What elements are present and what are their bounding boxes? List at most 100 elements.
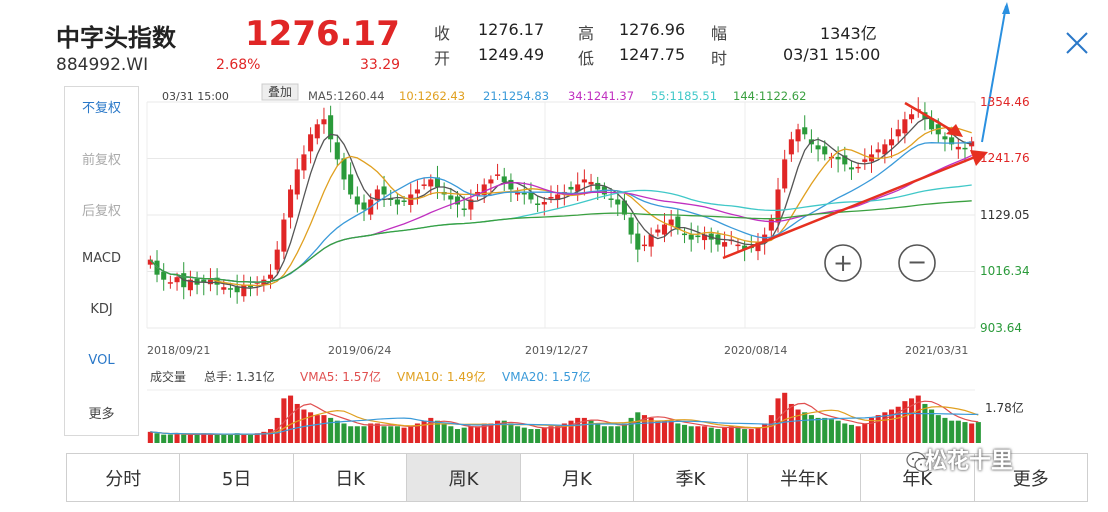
chart-timestamp: 03/31 15:00	[162, 90, 229, 103]
candle-body	[955, 146, 961, 150]
volume-bar	[969, 423, 975, 443]
volume-bar	[555, 426, 561, 443]
volume-bar	[661, 420, 668, 443]
tab-yearly-k[interactable]: 年K	[861, 454, 975, 501]
volume-max-label: 1.78亿	[985, 400, 1024, 415]
zoom-out-button[interactable]: −	[898, 244, 936, 282]
volume-bar	[795, 409, 801, 443]
chart-grid	[146, 101, 976, 329]
candle-body	[535, 203, 541, 205]
volume-legend-item: 成交量	[150, 369, 186, 384]
change-value: 33.29	[360, 57, 401, 73]
candle-body	[875, 149, 881, 153]
candle-body	[234, 286, 240, 293]
volume-bar	[528, 429, 534, 443]
candle-body	[308, 134, 314, 152]
candle-body	[528, 191, 534, 200]
candle-body	[301, 154, 307, 171]
volume-bar	[935, 415, 941, 443]
quote-label-amount: 幅	[711, 24, 728, 43]
candle-body	[288, 189, 294, 218]
volume-bar	[214, 434, 220, 443]
volume-bar	[561, 423, 567, 443]
tab-monthly-k[interactable]: 月K	[521, 454, 635, 501]
ma-legend-item: 144:1122.62	[733, 89, 806, 103]
candle-body	[635, 233, 641, 250]
candle-body	[782, 159, 788, 189]
ma-legend-item: 55:1185.51	[651, 89, 717, 103]
candle-body	[962, 147, 968, 150]
side-item-backward-adjust[interactable]: 后复权	[81, 204, 121, 219]
candle-body	[167, 282, 173, 284]
candle-body	[521, 192, 527, 195]
candlesticks	[147, 97, 975, 304]
tab-daily-k[interactable]: 日K	[294, 454, 408, 501]
volume-bar	[848, 424, 855, 443]
tab-5day[interactable]: 5日	[180, 454, 294, 501]
downtrend-arrowhead-icon	[946, 124, 963, 137]
volume-bar	[267, 429, 274, 443]
side-item-more[interactable]: 更多	[88, 407, 115, 422]
tab-more[interactable]: 更多	[1012, 468, 1049, 490]
close-icon[interactable]	[1064, 30, 1090, 56]
volume-bar	[882, 412, 888, 443]
candle-body	[621, 200, 627, 215]
index-code: 884992.WI	[56, 55, 149, 75]
zoom-in-button[interactable]: +	[824, 244, 862, 282]
volume-bar	[868, 417, 875, 443]
candle-body	[495, 174, 501, 176]
volume-bar	[641, 415, 648, 443]
volume-bar	[628, 417, 634, 443]
side-item-forward-adjust[interactable]: 前复权	[81, 153, 121, 168]
tab-halfyear-k[interactable]: 半年K	[748, 454, 862, 501]
candle-body	[147, 259, 153, 265]
candle-body	[401, 200, 407, 202]
quote-value-amount: 1343亿	[820, 24, 877, 43]
volume-bar	[835, 420, 841, 443]
tab-intraday[interactable]: 分时	[67, 454, 181, 501]
ma-legend-item: MA5:1260.44	[308, 89, 385, 103]
volume-bar	[401, 427, 407, 443]
volume-bar	[388, 426, 394, 443]
volume-bar	[454, 429, 461, 443]
volume-bar	[535, 429, 541, 443]
candle-body	[835, 156, 841, 160]
volume-bar	[962, 422, 968, 443]
candle-body	[615, 199, 621, 205]
volume-bar	[768, 415, 774, 443]
candle-body	[628, 217, 634, 235]
side-item-no-adjust[interactable]: 不复权	[81, 101, 121, 116]
candle-body	[888, 139, 895, 146]
side-item-vol[interactable]: VOL	[88, 353, 115, 368]
candle-body	[434, 177, 441, 187]
tab-quarterly-k[interactable]: 季K	[634, 454, 748, 501]
candle-body	[675, 216, 681, 230]
volume-bar	[588, 420, 594, 443]
volume-bar	[501, 420, 507, 443]
candle-body	[661, 224, 668, 235]
candle-body	[488, 179, 494, 184]
candle-body	[428, 179, 434, 187]
candle-body	[348, 174, 354, 195]
current-price: 1276.17	[245, 14, 400, 54]
volume-bar	[702, 426, 708, 443]
side-item-macd[interactable]: MACD	[82, 251, 121, 266]
volume-bar	[715, 429, 721, 443]
zoom-out-icon: −	[907, 248, 927, 276]
volume-bars	[147, 392, 981, 443]
volume-bar	[261, 431, 267, 443]
side-item-kdj[interactable]: KDJ	[90, 302, 113, 317]
volume-bar	[828, 419, 834, 443]
volume-bar	[221, 434, 227, 443]
candle-body	[802, 127, 808, 135]
candle-body	[388, 198, 394, 200]
volume-bar	[207, 434, 213, 443]
candle-body	[862, 159, 868, 162]
volume-bar	[782, 392, 788, 443]
candle-body	[421, 184, 427, 186]
tab-weekly-k[interactable]: 周K	[407, 454, 521, 501]
candle-body	[581, 179, 587, 183]
candle-body	[241, 284, 247, 297]
x-axis-label: 2020/08/14	[724, 344, 787, 357]
